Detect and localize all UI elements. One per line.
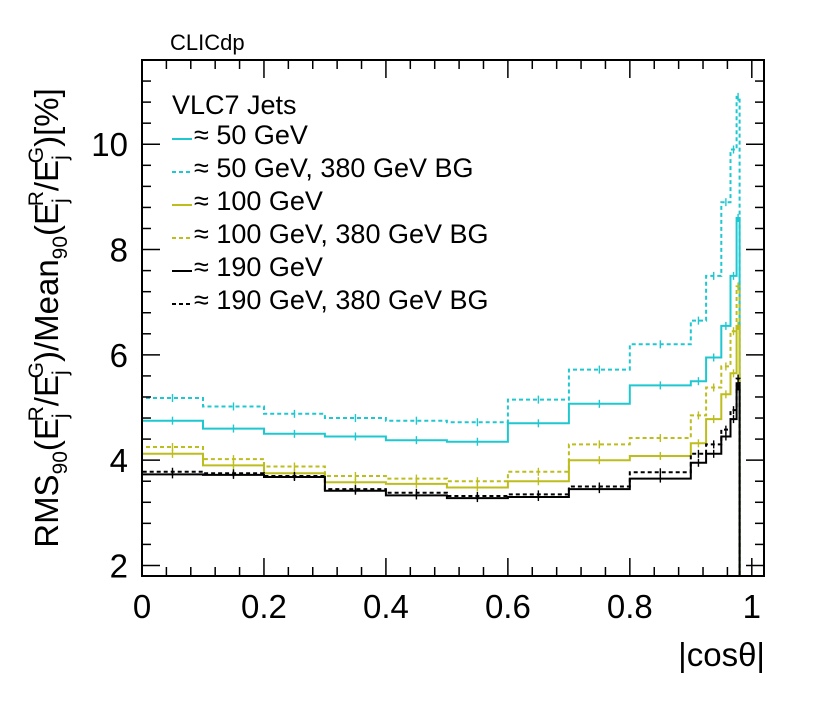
legend-label: ≈ 50 GeV — [194, 120, 308, 150]
legend-label: ≈ 100 GeV — [194, 186, 323, 216]
legend-entry: ≈ 100 GeV, 380 GeV BG — [172, 219, 489, 249]
x-tick-label: 0.8 — [607, 588, 653, 625]
legend-label: ≈ 50 GeV, 380 GeV BG — [194, 153, 474, 183]
legend-entry: ≈ 50 GeV, 380 GeV BG — [172, 153, 474, 183]
legend-label: ≈ 100 GeV, 380 GeV BG — [194, 219, 489, 249]
y-axis-label: RMS90(EjR/EjG)/Mean90(EjR/EjG)[%] — [25, 88, 72, 548]
legend-entry: ≈ 50 GeV — [172, 120, 308, 150]
legend-label: ≈ 190 GeV — [194, 252, 323, 282]
series-line — [141, 385, 741, 576]
y-tick-label: 10 — [91, 126, 128, 163]
x-tick-label: 1 — [743, 588, 761, 625]
legend-entry: ≈ 190 GeV — [172, 252, 323, 282]
x-tick-label: 0 — [133, 588, 151, 625]
plot-frame — [141, 59, 765, 577]
x-tick-label: 0.4 — [363, 588, 409, 625]
series-line — [141, 285, 741, 576]
legend: VLC7 Jets ≈ 50 GeV ≈ 50 GeV, 380 GeV BG … — [172, 90, 489, 315]
series-line — [141, 377, 741, 576]
legend-label: ≈ 190 GeV, 380 GeV BG — [194, 285, 489, 315]
x-tick-label: 0.6 — [485, 588, 531, 625]
series-line — [141, 95, 741, 576]
series-line — [141, 324, 741, 576]
legend-title: VLC7 Jets — [172, 90, 297, 120]
y-tick-label: 4 — [110, 442, 128, 479]
experiment-label: CLICdp — [170, 30, 245, 55]
legend-entry: ≈ 100 GeV — [172, 186, 323, 216]
y-tick-label: 2 — [110, 547, 128, 584]
y-tick-label: 6 — [110, 337, 128, 374]
y-tick-labels: 2 4 6 8 10 — [91, 126, 128, 584]
legend-entry: ≈ 190 GeV, 380 GeV BG — [172, 285, 489, 315]
x-tick-labels: 0 0.2 0.4 0.6 0.8 1 — [133, 588, 761, 625]
axis-ticks — [141, 60, 764, 576]
series-layer — [141, 92, 741, 576]
series-line — [141, 217, 741, 576]
x-axis-label: |cosθ| — [678, 636, 765, 673]
y-tick-label: 8 — [110, 232, 128, 269]
x-tick-label: 0.2 — [241, 588, 287, 625]
